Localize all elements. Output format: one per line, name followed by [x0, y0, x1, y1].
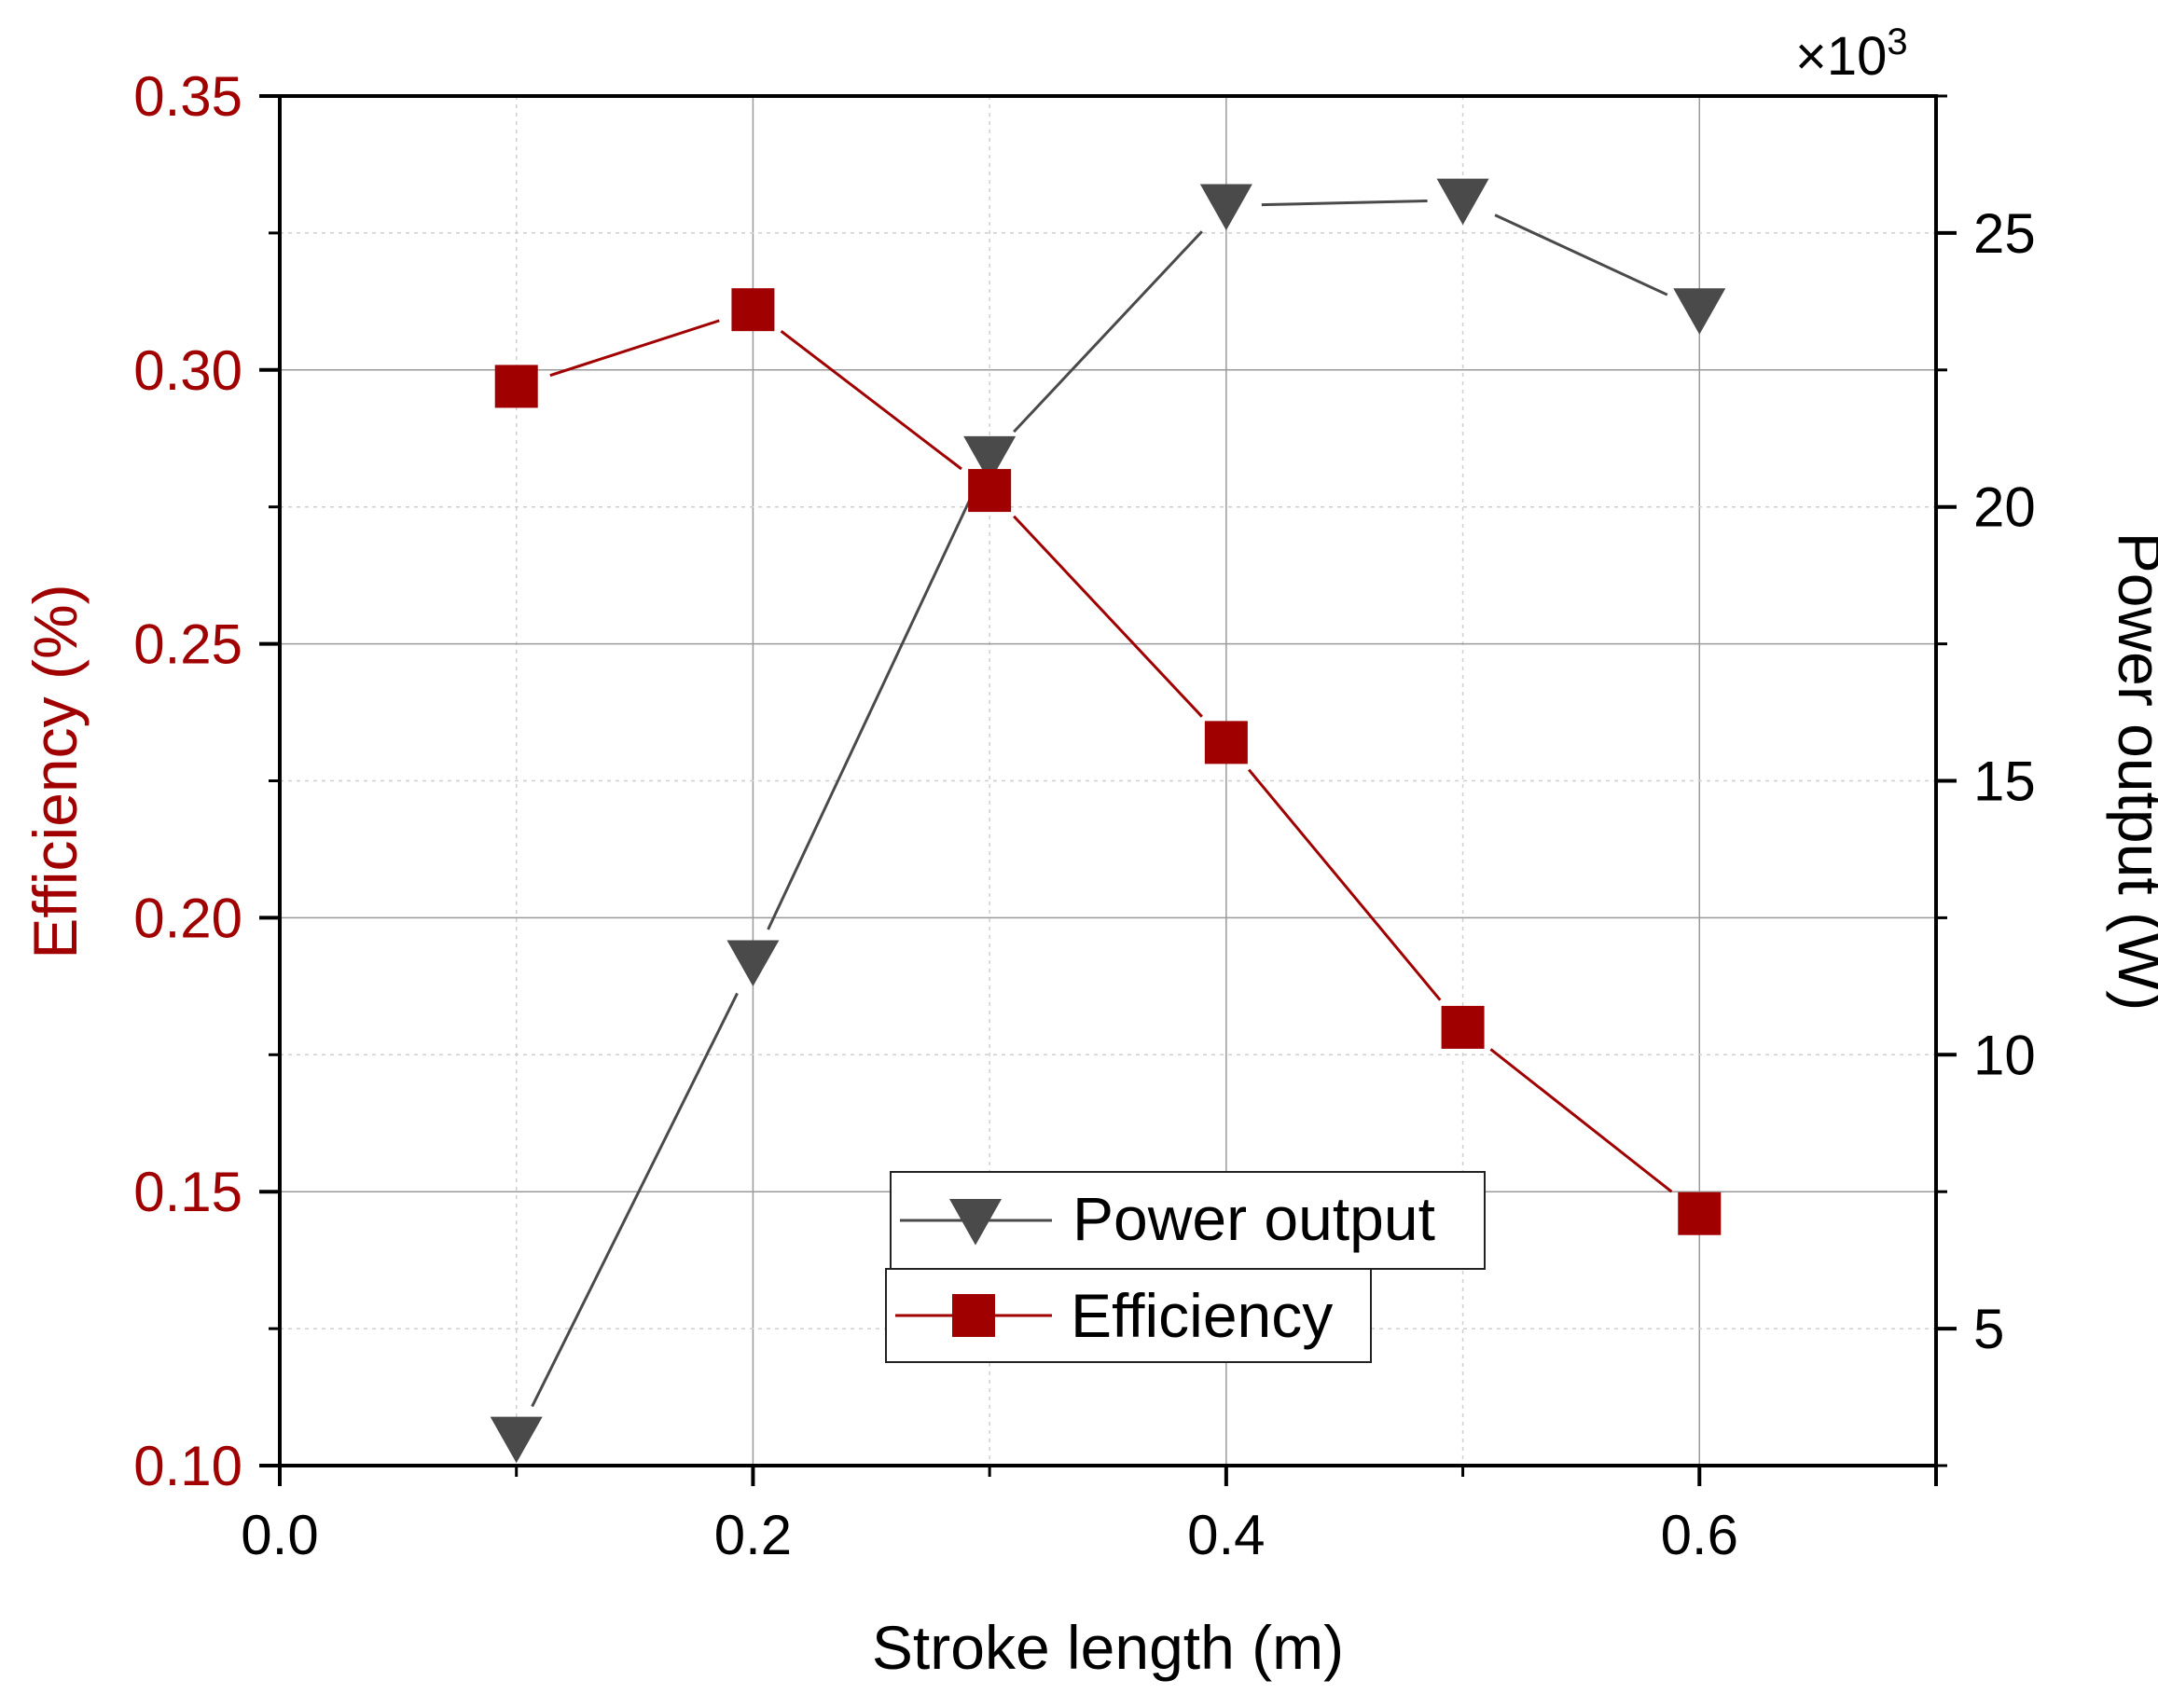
x-tick-label: 0.0 — [241, 1504, 318, 1566]
efficiency-point — [494, 365, 538, 408]
efficiency-point — [1441, 1005, 1485, 1049]
x-tick-label: 0.4 — [1187, 1504, 1265, 1566]
series-line-efficiency — [1247, 768, 1442, 1001]
series-line-power-output — [531, 992, 739, 1408]
power-output-point — [1199, 184, 1252, 231]
series-line-efficiency — [549, 319, 720, 378]
power-output-point — [1436, 178, 1489, 226]
left-tick-label: 0.30 — [133, 339, 242, 402]
power-output-point — [726, 940, 780, 987]
left-tick-label: 0.35 — [133, 65, 242, 128]
series-line-power-output — [1013, 230, 1203, 434]
power-output-point — [963, 435, 1017, 483]
power-output-point — [1673, 288, 1726, 335]
left-tick-label: 0.25 — [133, 613, 242, 676]
right-tick-label: 20 — [1973, 476, 2036, 539]
right-tick-label: 5 — [1973, 1298, 2004, 1360]
efficiency-point — [968, 469, 1012, 513]
series-line-power-output — [1494, 214, 1668, 296]
right-axis-multiplier: ×103 — [1795, 21, 1908, 87]
left-tick-label: 0.10 — [133, 1435, 242, 1497]
right-tick-label: 25 — [1973, 202, 2036, 265]
series-line-efficiency — [780, 330, 962, 471]
power-output-point — [490, 1416, 543, 1464]
left-tick-label: 0.15 — [133, 1161, 242, 1223]
left-tick-label: 0.20 — [133, 887, 242, 949]
x-axis-title: Stroke length (m) — [872, 1613, 1344, 1682]
series-line-efficiency — [1489, 1048, 1673, 1193]
legend: Power output Efficiency — [885, 1171, 1486, 1363]
efficiency-point — [731, 288, 775, 332]
series-line-efficiency — [1013, 515, 1203, 718]
legend-label-efficiency: Efficiency — [1071, 1281, 1333, 1350]
legend-marker-triangle-icon — [949, 1199, 1002, 1246]
legend-label-power-output: Power output — [1072, 1184, 1435, 1253]
right-tick-label: 15 — [1973, 751, 2036, 813]
series-line-power-output — [1261, 200, 1428, 207]
series-line-power-output — [767, 489, 976, 930]
legend-item-power-output: Power output — [890, 1171, 1486, 1270]
legend-item-efficiency: Efficiency — [885, 1268, 1372, 1363]
x-tick-label: 0.6 — [1661, 1504, 1738, 1566]
x-tick-label: 0.2 — [714, 1504, 792, 1566]
axis-ticks: 0.0 0.2 0.4 0.6 0.10 0.15 0.20 0.25 0.30 0.35 5 10 1… — [133, 65, 2036, 1566]
legend-marker-square-icon — [952, 1294, 995, 1337]
right-tick-label: 10 — [1973, 1024, 2036, 1086]
series-layer — [490, 178, 1726, 1464]
efficiency-point — [1204, 721, 1248, 764]
right-axis-title: Power output (W) — [2106, 532, 2158, 1012]
left-axis-title: Efficiency (%) — [21, 584, 90, 958]
efficiency-point — [1678, 1191, 1722, 1235]
